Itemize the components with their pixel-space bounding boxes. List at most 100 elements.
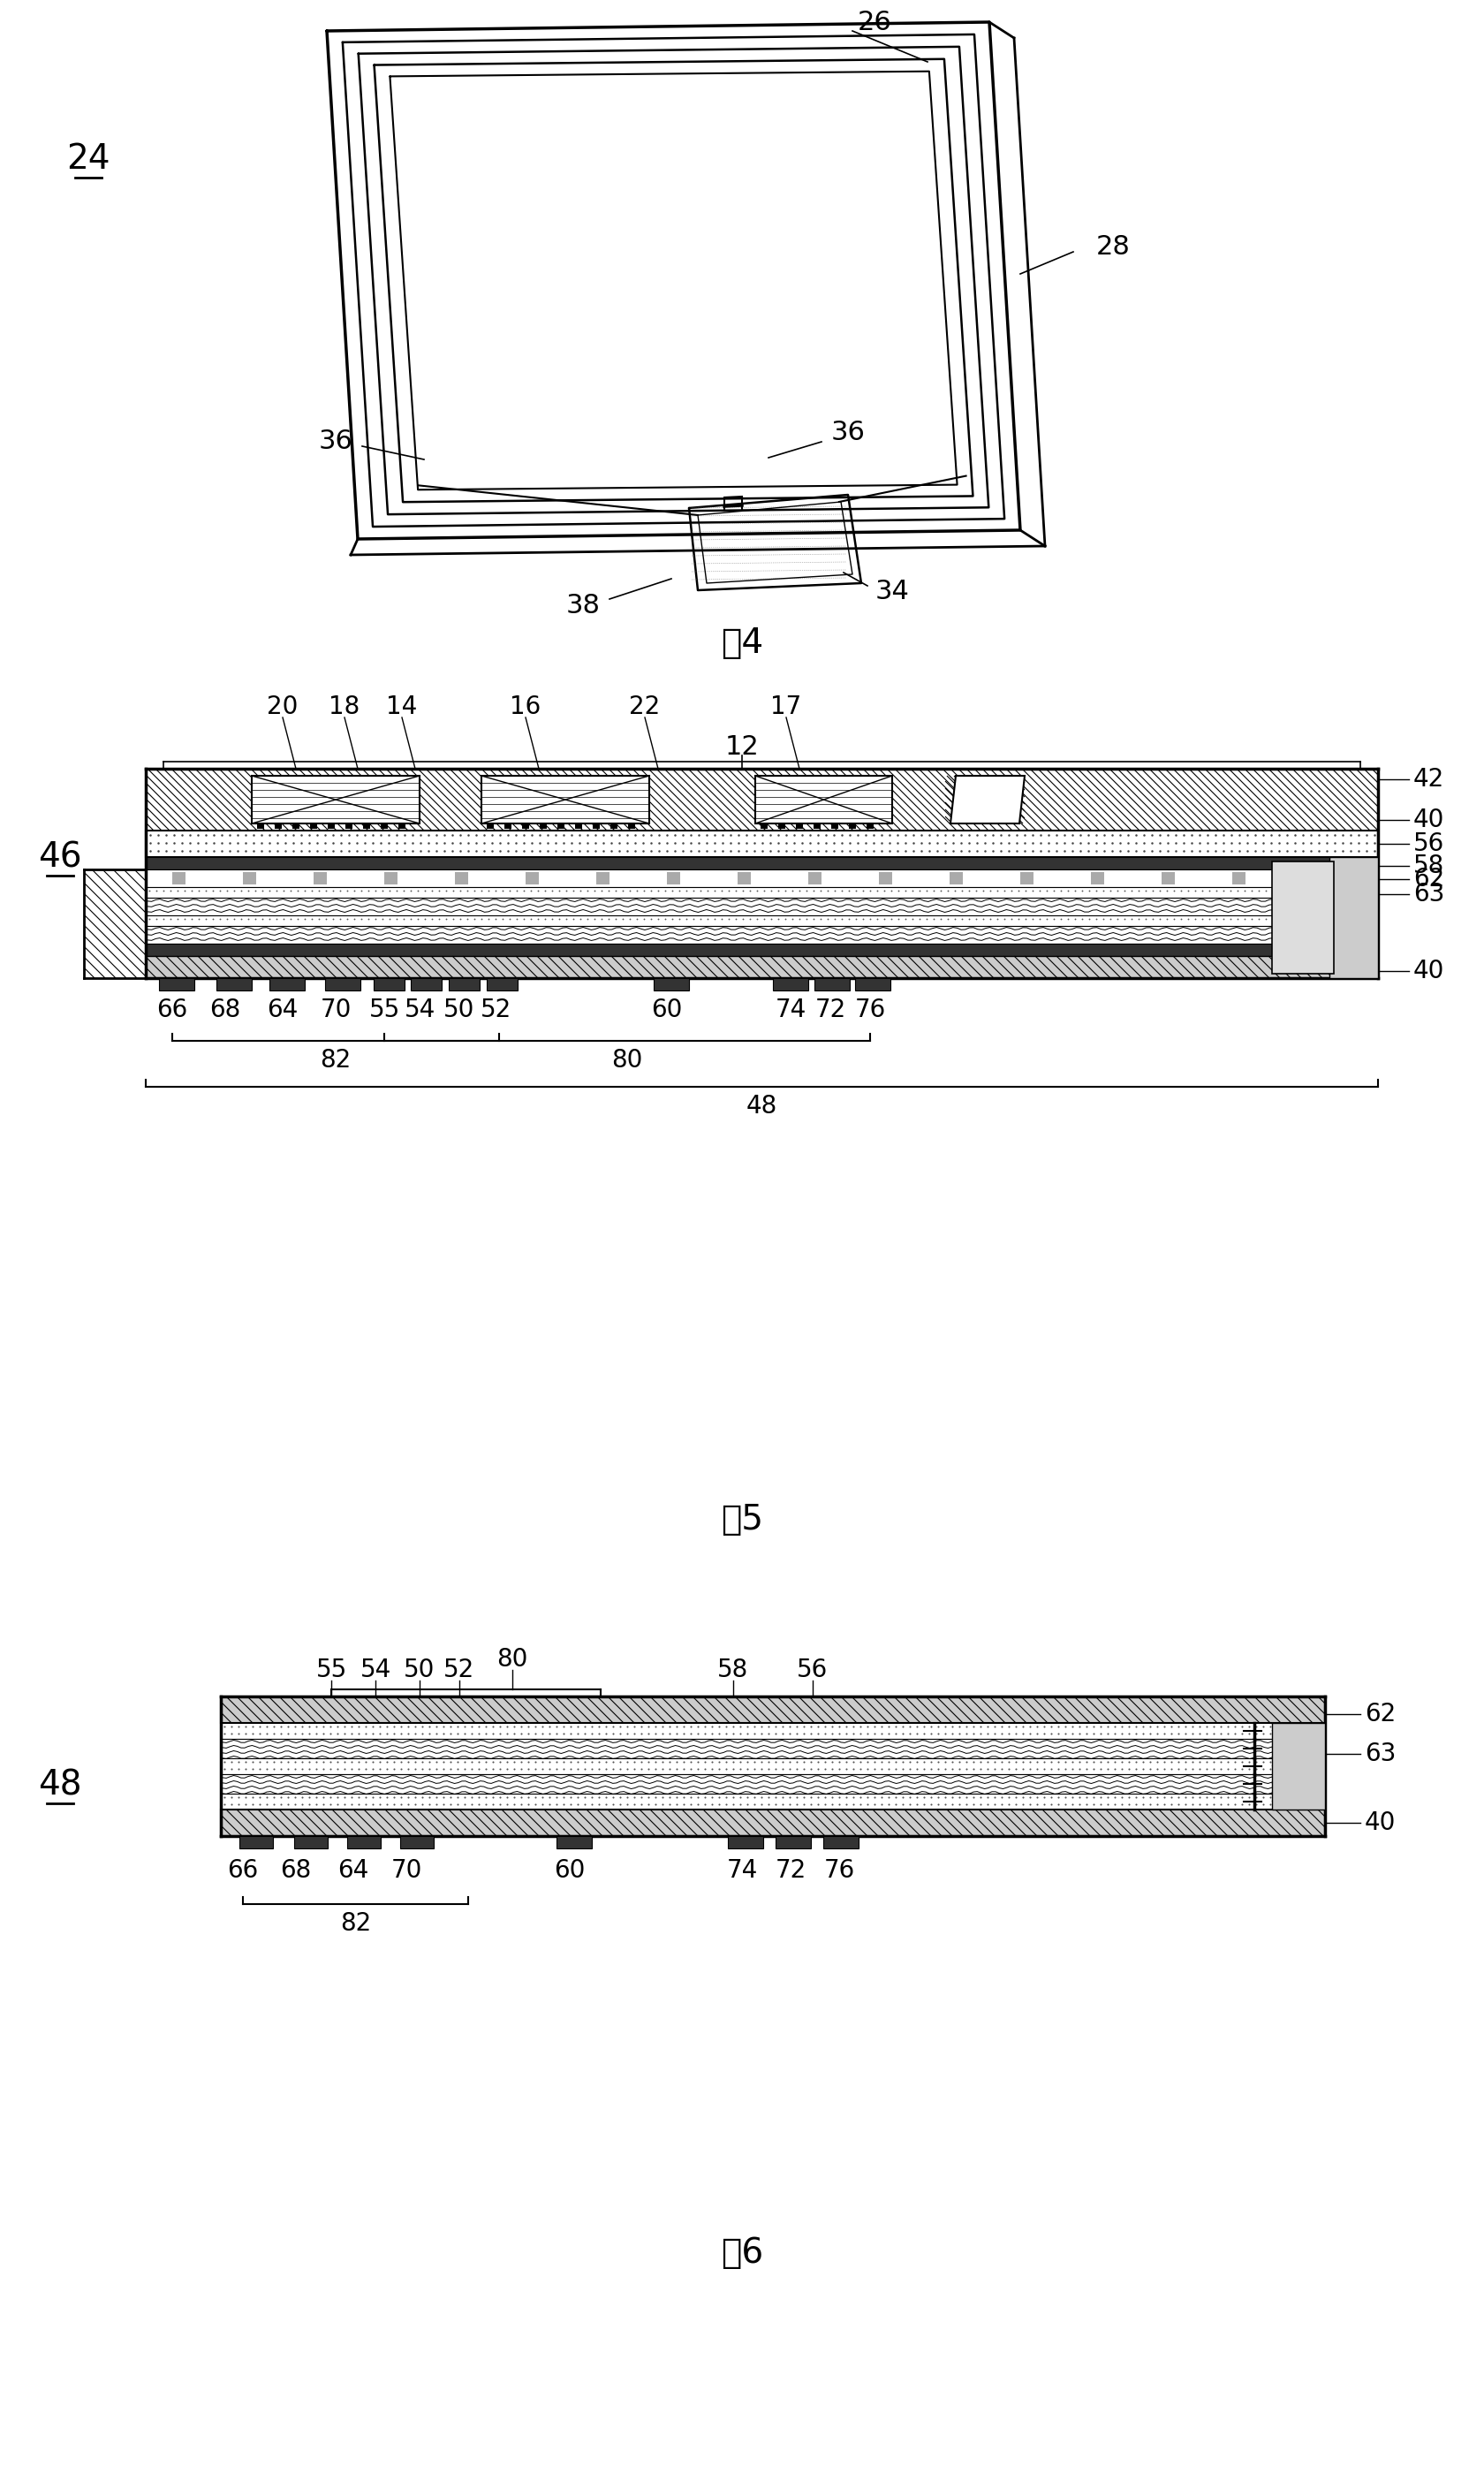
Bar <box>487 824 494 829</box>
Bar <box>1091 871 1104 884</box>
Text: 63: 63 <box>1413 881 1444 906</box>
Text: 58: 58 <box>718 1658 749 1683</box>
Bar <box>145 943 1379 956</box>
Bar <box>505 824 512 829</box>
Bar <box>145 856 1379 869</box>
Bar <box>1162 871 1175 884</box>
Text: 50: 50 <box>444 998 475 1023</box>
Bar <box>172 871 186 884</box>
Text: 40: 40 <box>1365 1810 1396 1834</box>
Bar <box>879 871 892 884</box>
Text: 64: 64 <box>267 998 298 1023</box>
Bar <box>558 824 564 829</box>
Text: 66: 66 <box>157 998 188 1023</box>
Text: 76: 76 <box>824 1859 855 1882</box>
Text: 36: 36 <box>319 428 353 455</box>
Bar <box>1232 871 1245 884</box>
Bar <box>145 916 1379 926</box>
Bar <box>221 1722 1325 1740</box>
Bar <box>813 824 821 829</box>
Bar <box>522 824 530 829</box>
Bar <box>221 1757 1325 1775</box>
Bar <box>292 824 300 829</box>
Text: 55: 55 <box>368 998 399 1023</box>
Text: 82: 82 <box>321 1048 352 1073</box>
Bar <box>481 777 650 824</box>
Text: 56: 56 <box>1413 831 1444 856</box>
Text: 60: 60 <box>651 998 683 1023</box>
Text: 22: 22 <box>629 694 660 719</box>
Text: 52: 52 <box>444 1658 475 1683</box>
Text: 20: 20 <box>267 694 298 719</box>
Bar <box>867 824 874 829</box>
Bar <box>401 1837 433 1849</box>
Bar <box>666 871 680 884</box>
Bar <box>1330 856 1379 978</box>
Bar <box>855 978 890 991</box>
Text: 26: 26 <box>858 10 892 35</box>
Bar <box>384 871 398 884</box>
Bar <box>328 824 335 829</box>
Text: 58: 58 <box>1413 854 1444 879</box>
Bar <box>217 978 252 991</box>
Text: 17: 17 <box>770 694 801 719</box>
Text: 图4: 图4 <box>721 627 763 660</box>
Bar <box>628 824 635 829</box>
Text: 80: 80 <box>497 1648 528 1673</box>
Text: 28: 28 <box>1095 234 1131 261</box>
Bar <box>145 899 1379 916</box>
Text: 38: 38 <box>565 592 600 617</box>
Bar <box>221 1795 1325 1810</box>
Bar <box>950 871 963 884</box>
Bar <box>849 824 856 829</box>
Bar <box>310 824 318 829</box>
Bar <box>610 824 617 829</box>
Text: 74: 74 <box>775 998 806 1023</box>
Bar <box>1272 861 1334 973</box>
Bar <box>294 1837 328 1849</box>
Text: 68: 68 <box>209 998 240 1023</box>
Text: 40: 40 <box>1413 806 1444 831</box>
Text: 76: 76 <box>855 998 886 1023</box>
Text: 63: 63 <box>1365 1742 1396 1767</box>
Text: 70: 70 <box>390 1859 421 1882</box>
Bar <box>727 1837 763 1849</box>
Bar <box>221 1775 1325 1795</box>
Text: 50: 50 <box>404 1658 435 1683</box>
Text: 54: 54 <box>359 1658 390 1683</box>
Bar <box>1303 871 1316 884</box>
Text: 70: 70 <box>321 998 352 1023</box>
Bar <box>576 824 582 829</box>
Text: 40: 40 <box>1413 958 1444 983</box>
Bar <box>381 824 387 829</box>
Bar <box>776 1837 810 1849</box>
Text: 36: 36 <box>831 421 865 446</box>
Text: 48: 48 <box>746 1093 778 1118</box>
Bar <box>145 869 1379 886</box>
Bar <box>411 978 442 991</box>
Bar <box>773 978 809 991</box>
Bar <box>239 1837 273 1849</box>
Bar <box>761 824 767 829</box>
Text: 66: 66 <box>227 1859 258 1882</box>
Bar <box>275 824 282 829</box>
Text: 48: 48 <box>39 1767 82 1802</box>
Bar <box>145 926 1379 943</box>
Bar <box>145 956 1379 978</box>
Bar <box>398 824 405 829</box>
Text: 72: 72 <box>815 998 846 1023</box>
Text: 图5: 图5 <box>721 1503 763 1536</box>
Bar <box>815 978 850 991</box>
Bar <box>221 1740 1325 1757</box>
Polygon shape <box>950 777 1024 824</box>
Bar <box>257 824 264 829</box>
Bar <box>270 978 304 991</box>
Bar <box>487 978 518 991</box>
Text: 54: 54 <box>404 998 435 1023</box>
Bar <box>456 871 467 884</box>
Bar <box>755 777 892 824</box>
Text: 55: 55 <box>316 1658 347 1683</box>
Bar <box>145 769 1379 831</box>
Text: 62: 62 <box>1413 866 1444 891</box>
Bar <box>778 824 785 829</box>
